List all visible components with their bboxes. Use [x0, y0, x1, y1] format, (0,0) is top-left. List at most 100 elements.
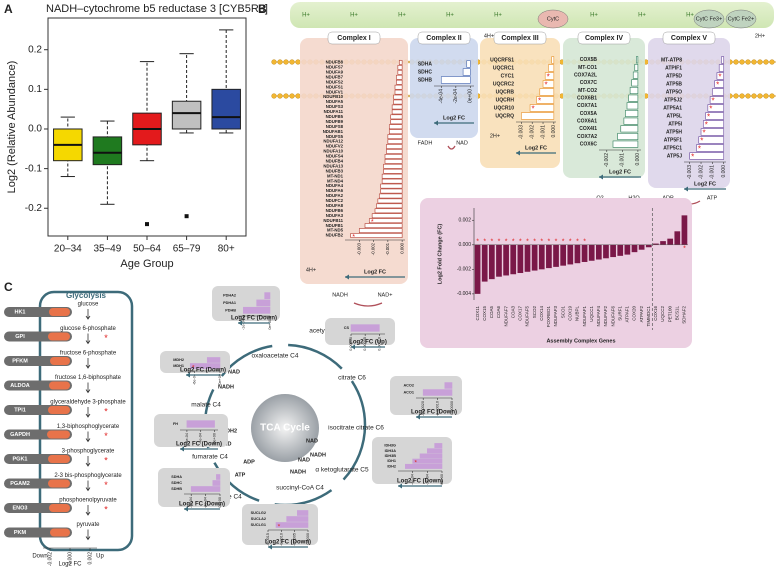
- significance-star: *: [716, 81, 719, 90]
- x-tick-label: COX19: [567, 306, 572, 321]
- complex-header: [493, 31, 547, 45]
- lipid-head: [295, 93, 301, 99]
- bar: [624, 244, 631, 255]
- bar: [377, 198, 403, 204]
- lipid-head: [271, 93, 277, 99]
- bar: [698, 136, 725, 144]
- gene-label: SDHA: [418, 61, 433, 67]
- x-tick-label: -2e-04: [425, 474, 429, 485]
- bar: [631, 79, 639, 87]
- x-axis-label: Age Group: [120, 258, 173, 270]
- bar: [374, 208, 403, 214]
- enzyme-label: ENO3: [13, 505, 28, 511]
- gene-label: NDUFV2: [326, 144, 344, 149]
- significance-star: *: [540, 239, 543, 246]
- bar: [390, 119, 403, 125]
- proton-label: H+: [398, 13, 406, 19]
- step-arrow: [85, 505, 91, 516]
- bar: [190, 486, 221, 492]
- bar: [631, 244, 638, 253]
- bar: [667, 238, 674, 245]
- annotation: CytC: [547, 16, 559, 22]
- axis-label: Log2 FC: [364, 269, 386, 275]
- bar: [275, 522, 309, 528]
- complex-header: [662, 31, 716, 45]
- metabolite: isocitrate citrate C6: [328, 425, 384, 432]
- gene-label: COX7C: [580, 80, 598, 86]
- gene-label: NDUFB6: [326, 208, 344, 213]
- x-tick-label: -6e-04: [193, 374, 197, 385]
- x-tick-label: 0e+00: [218, 497, 222, 508]
- gene-label: MT-ND5: [327, 228, 344, 233]
- enzyme-label: PKM: [14, 530, 27, 536]
- axis-arrowhead: [345, 274, 349, 280]
- complex-box: [410, 38, 478, 138]
- x-tick-label: 0e+00: [213, 433, 217, 444]
- bar: [681, 215, 688, 245]
- cofactor: NADH: [290, 469, 306, 475]
- significance-star: *: [104, 431, 108, 441]
- significance-star: *: [576, 239, 579, 246]
- cofactor: NAD: [298, 457, 310, 463]
- panel-label: A: [4, 2, 13, 16]
- lipid-head: [751, 93, 757, 99]
- lipid-head: [739, 93, 745, 99]
- axis-arrowhead: [186, 372, 190, 378]
- bar: [474, 244, 481, 294]
- enzyme-label: PFKM: [12, 358, 28, 364]
- glycolysis-loop: [38, 290, 134, 552]
- bar: [387, 134, 403, 140]
- axis-label: Log2 FC (Up): [349, 340, 387, 346]
- gene-label: COX6C: [580, 141, 598, 147]
- gene-label: ATP5B: [666, 81, 682, 87]
- x-tick-label: BCS1L: [674, 306, 679, 321]
- x-tick-label: -0.001: [540, 125, 546, 139]
- gene-label: COX5B: [580, 57, 598, 63]
- bar: [548, 64, 555, 72]
- cytc: [725, 9, 757, 29]
- bar: [412, 458, 443, 464]
- bar: [636, 56, 639, 64]
- intermembrane-space: [290, 2, 774, 28]
- gene-label: ATP5D: [666, 73, 682, 79]
- x-tick-label: 0e+00: [218, 374, 222, 385]
- complex-name: Complex III: [501, 35, 538, 42]
- gene-label: SUCLA2: [251, 517, 266, 521]
- y-tick-label: -0.002: [457, 267, 471, 273]
- gene-label: SDHB: [418, 77, 433, 83]
- cofactor: NAD: [228, 369, 240, 375]
- step-arrow: [85, 431, 91, 443]
- complex-box: [480, 38, 560, 168]
- gene-label: COX6B1: [577, 95, 597, 101]
- bar: [645, 244, 652, 248]
- x-tick-label: 0.000: [551, 125, 557, 138]
- significance-star: *: [718, 73, 721, 82]
- bar: [481, 244, 488, 282]
- metabolite: malate C4: [191, 402, 221, 409]
- significance-star: *: [544, 81, 547, 90]
- gene-label: PDHA1: [223, 301, 236, 305]
- x-tick-label: 0.00010: [377, 337, 381, 351]
- significance-star: *: [683, 246, 686, 253]
- x-tick-label: 0.000: [721, 165, 727, 178]
- x-tick-label: -4e-04: [411, 474, 415, 485]
- gene-label: COX7A2L: [574, 72, 597, 78]
- bar: [503, 244, 509, 276]
- significance-star: *: [192, 364, 195, 371]
- significance-star: *: [104, 333, 108, 343]
- significance-star: *: [709, 105, 712, 114]
- x-tick-label: -0.002: [47, 552, 53, 566]
- step-arrow: [85, 309, 91, 320]
- enzyme-label: PGAM2: [10, 481, 30, 487]
- significance-star: *: [562, 239, 565, 246]
- bar: [696, 144, 725, 152]
- gene-label: ATP5I: [668, 121, 682, 127]
- gene-label: NDUFS8: [326, 124, 344, 129]
- x-tick-label: -1e-04: [241, 319, 245, 330]
- x-tick-label: -4e-04: [199, 433, 203, 444]
- reaction-arrow: [353, 302, 383, 307]
- x-tick-label: COX16: [653, 306, 658, 321]
- axis-label: Log2 FC (Down): [176, 442, 222, 448]
- bar: [383, 163, 403, 169]
- x-tick-label: NDUFAF7: [503, 306, 508, 327]
